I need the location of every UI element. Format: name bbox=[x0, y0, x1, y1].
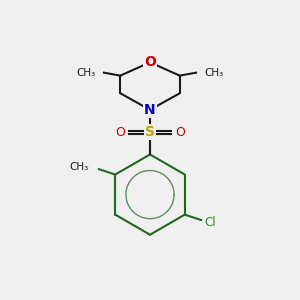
Text: O: O bbox=[79, 160, 89, 174]
Text: CH₃: CH₃ bbox=[69, 162, 88, 172]
Text: S: S bbox=[145, 125, 155, 139]
Text: N: N bbox=[144, 103, 156, 117]
Text: Cl: Cl bbox=[204, 216, 216, 229]
Text: O: O bbox=[115, 126, 125, 139]
Text: O: O bbox=[175, 126, 185, 139]
Text: O: O bbox=[144, 55, 156, 69]
Text: CH₃: CH₃ bbox=[204, 68, 224, 78]
Text: CH₃: CH₃ bbox=[76, 68, 96, 78]
